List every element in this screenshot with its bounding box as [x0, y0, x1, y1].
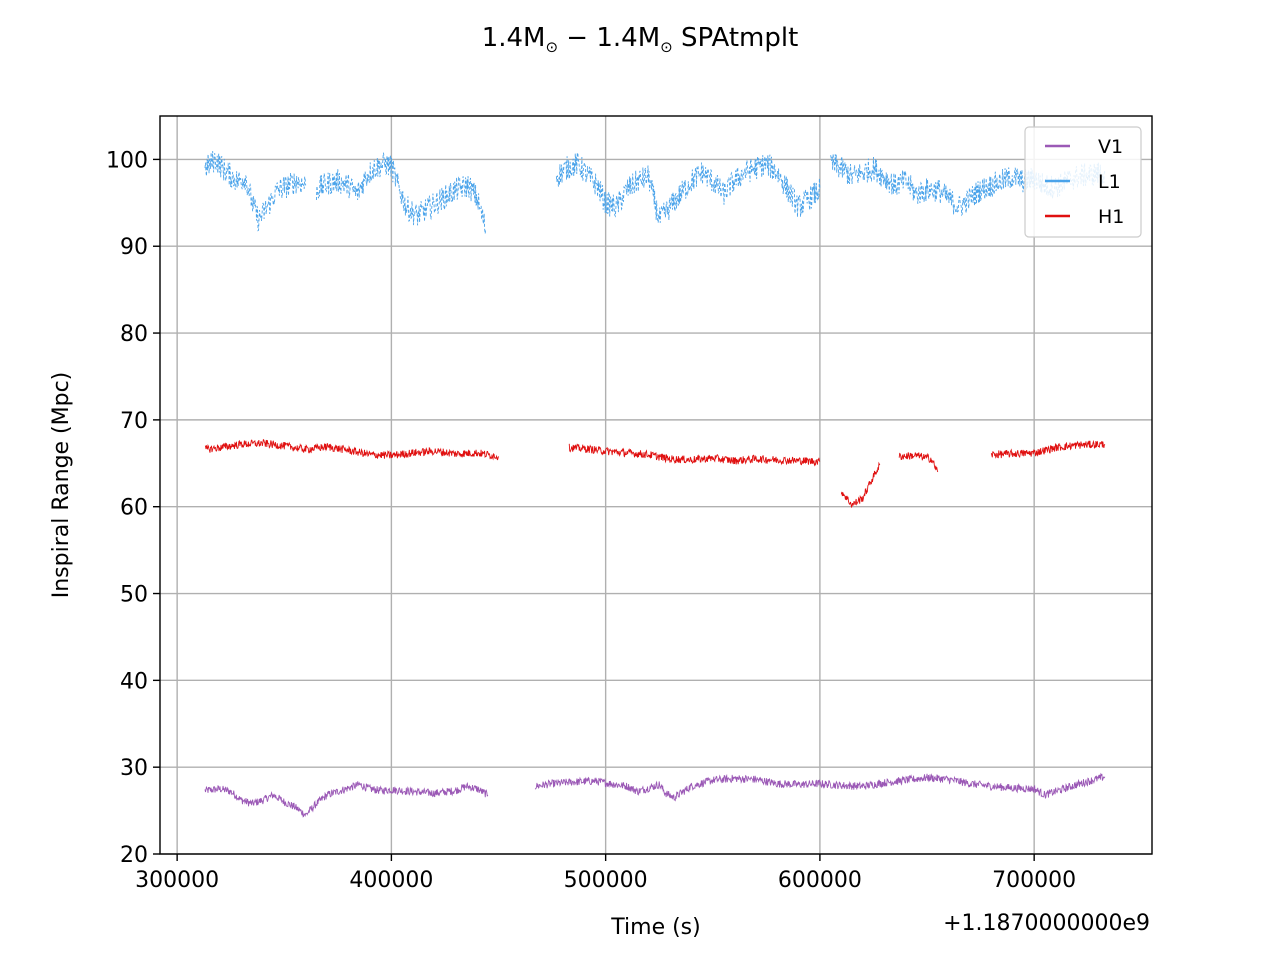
series-line: [204, 781, 489, 818]
y-tick-label: 30: [120, 756, 148, 781]
series-line: [840, 461, 881, 508]
series-l1: [204, 151, 1106, 234]
series-line: [534, 772, 1106, 802]
series-line: [568, 443, 821, 467]
series-line: [204, 438, 499, 461]
axis-ticks: 300000 400000 500000 600000 700000 20 30 40 50 60…: [106, 148, 1076, 893]
x-tick-label: 400000: [349, 868, 433, 893]
title-sub-2: ⊙: [660, 38, 673, 56]
series-line: [898, 452, 939, 473]
chart-title: 1.4M⊙ − 1.4M⊙ SPAtmplt: [482, 23, 799, 56]
legend: V1 L1 H1: [1024, 126, 1142, 238]
x-tick-label: 500000: [564, 868, 648, 893]
svg-text:1.4M⊙ − 1.4M⊙ SPAtmplt: 1.4M⊙ − 1.4M⊙ SPAtmplt: [482, 23, 799, 56]
y-tick-label: 100: [106, 148, 148, 173]
series-v1: [204, 772, 1106, 818]
title-sub: ⊙: [545, 38, 558, 56]
y-tick-label: 80: [120, 322, 148, 347]
title-suffix: SPAtmplt: [673, 23, 799, 53]
x-tick-label: 300000: [135, 868, 219, 893]
legend-label: L1: [1098, 171, 1121, 193]
series-line: [204, 151, 307, 232]
x-tick-label: 600000: [778, 868, 862, 893]
grid-lines: [160, 116, 1152, 855]
series-line: [990, 439, 1106, 459]
x-offset-label: +1.1870000000e9: [943, 911, 1150, 936]
x-tick-label: 700000: [992, 868, 1076, 893]
y-tick-label: 60: [120, 496, 148, 521]
y-tick-label: 90: [120, 235, 148, 260]
title-main-2: 1.4M: [596, 23, 660, 53]
y-tick-label: 20: [120, 843, 148, 868]
x-axis-label: Time (s): [610, 915, 700, 940]
y-tick-label: 40: [120, 669, 148, 694]
plot-frame: [159, 115, 1153, 855]
legend-label: H1: [1098, 206, 1124, 228]
y-axis-label: Inspiral Range (Mpc): [49, 372, 74, 599]
title-separator: −: [558, 23, 596, 53]
series-line: [555, 152, 821, 223]
series-layer: [204, 151, 1106, 818]
y-tick-label: 50: [120, 583, 148, 608]
title-main: 1.4M: [482, 23, 546, 53]
y-tick-label: 70: [120, 409, 148, 434]
series-h1: [204, 438, 1106, 508]
series-line: [315, 152, 487, 234]
legend-label: V1: [1098, 136, 1123, 158]
legend-box: [1024, 126, 1142, 238]
